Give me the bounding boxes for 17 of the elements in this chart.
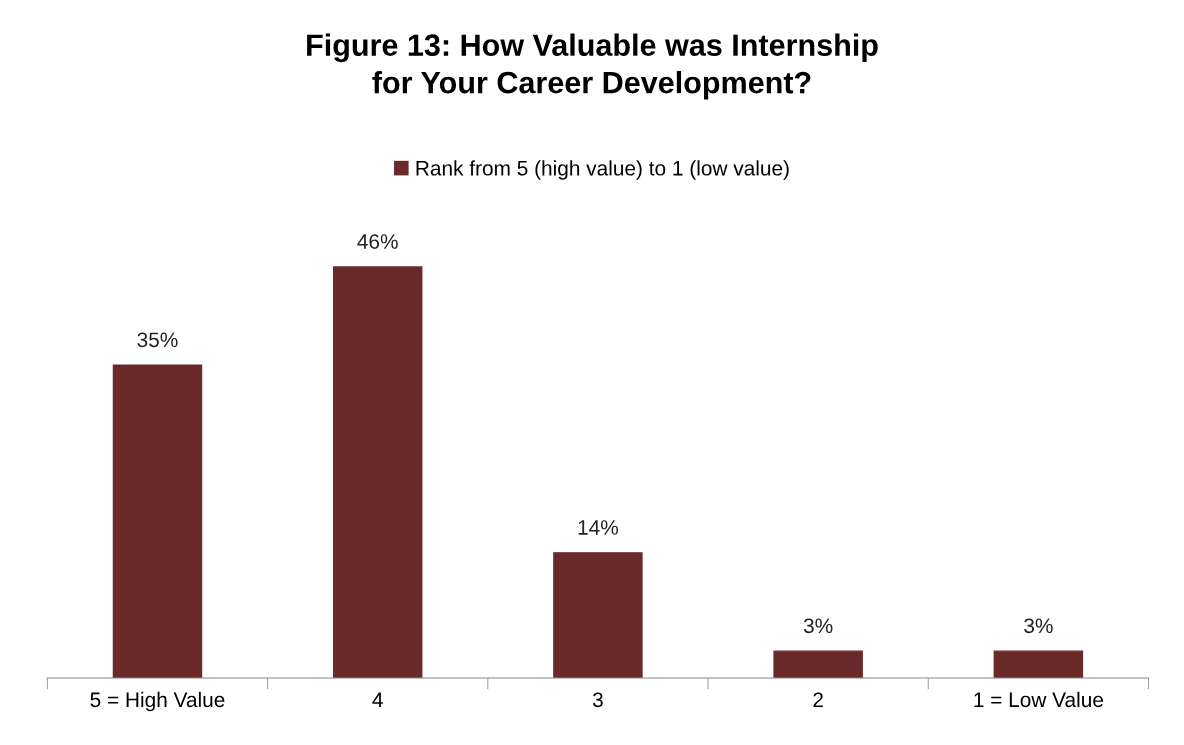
bar — [112, 364, 203, 678]
legend-label: Rank from 5 (high value) to 1 (low value) — [416, 160, 789, 180]
bar — [332, 266, 423, 678]
x-tick-label: 5 = High Value — [90, 691, 225, 712]
data-label: 3% — [803, 618, 833, 634]
x-tick-label: 2 — [813, 692, 823, 707]
bar — [553, 552, 643, 678]
x-tick-label: 1 = Low Value — [974, 691, 1103, 708]
data-label: 46% — [357, 234, 398, 249]
bar — [993, 650, 1084, 678]
data-label: 14% — [578, 520, 619, 535]
chart-title: Figure 13: How Valuable was Internship for Your Career Development? — [307, 33, 878, 100]
x-tick-label: 3 — [592, 692, 603, 708]
bar — [773, 650, 863, 678]
data-label: 35% — [137, 332, 178, 348]
x-tick-label: 4 — [372, 692, 383, 707]
data-label: 3% — [1024, 618, 1053, 634]
